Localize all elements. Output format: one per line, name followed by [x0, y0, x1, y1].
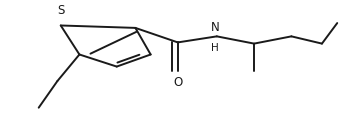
Text: S: S	[57, 4, 64, 17]
Text: O: O	[173, 76, 182, 89]
Text: H: H	[211, 43, 219, 53]
Text: N: N	[211, 21, 220, 34]
